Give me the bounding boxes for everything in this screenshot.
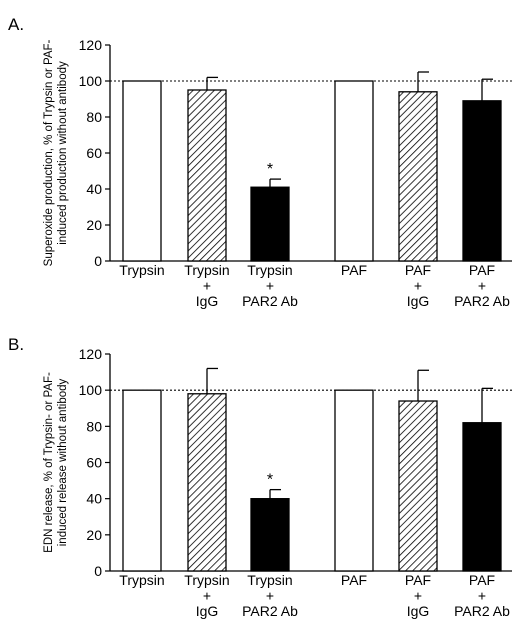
bar [462, 100, 502, 262]
panel-label: A. [8, 15, 24, 34]
y-tick-label: 20 [86, 217, 102, 233]
x-tick-label: PAF [341, 262, 367, 278]
bar [250, 186, 290, 262]
bar [398, 91, 438, 262]
y-axis-title: EDN release, % of Trypsin- or PAF- [43, 372, 55, 553]
x-tick-label: Trypsin [119, 572, 164, 588]
x-tick-label: PAR2 Ab [242, 293, 298, 309]
x-tick-label: + [266, 588, 274, 604]
x-tick-label: Trypsin [247, 262, 292, 278]
x-tick-label: + [414, 588, 422, 604]
bar [122, 389, 162, 572]
x-tick-label: + [203, 278, 211, 294]
x-tick-label: PAF [469, 262, 495, 278]
x-tick-label: PAR2 Ab [454, 293, 510, 309]
x-tick-label: Trypsin [247, 572, 292, 588]
x-tick-label: IgG [196, 293, 219, 309]
x-tick-label: PAF [469, 572, 495, 588]
x-tick-label: + [266, 278, 274, 294]
x-tick-label: IgG [196, 603, 219, 619]
y-tick-label: 40 [86, 491, 102, 507]
bar [462, 422, 502, 572]
x-tick-label: Trypsin [184, 262, 229, 278]
x-tick-label: PAF [405, 262, 431, 278]
y-tick-label: 100 [79, 382, 103, 398]
x-tick-label: Trypsin [119, 262, 164, 278]
x-tick-label: IgG [407, 603, 430, 619]
bar [250, 498, 290, 572]
y-axis-title: induced release without antibody [57, 379, 69, 547]
y-tick-label: 80 [86, 418, 102, 434]
bar [398, 400, 438, 572]
y-tick-label: 0 [94, 253, 102, 269]
bar [334, 389, 374, 572]
x-tick-label: + [478, 588, 486, 604]
y-axis-title: induced production without antibody [57, 61, 69, 245]
y-tick-label: 120 [79, 346, 103, 362]
y-tick-label: 80 [86, 109, 102, 125]
chart-panel-a: A. Superoxide production, % of Trypsin or… [8, 15, 512, 309]
y-tick-label: 60 [86, 145, 102, 161]
x-tick-label: Trypsin [184, 572, 229, 588]
significance-marker: * [267, 161, 273, 178]
x-tick-label: PAR2 Ab [454, 603, 510, 619]
x-tick-label: PAF [405, 572, 431, 588]
x-tick-label: + [203, 588, 211, 604]
significance-marker: * [267, 472, 273, 489]
y-tick-label: 120 [79, 37, 103, 53]
x-tick-label: PAF [341, 572, 367, 588]
x-tick-label: + [478, 278, 486, 294]
chart-panel-b: B. EDN release, % of Trypsin- or PAF-indu… [8, 335, 512, 619]
y-tick-label: 40 [86, 181, 102, 197]
y-tick-label: 0 [94, 563, 102, 579]
y-axis-title: Superoxide production, % of Trypsin or P… [43, 39, 55, 266]
bar [187, 393, 227, 572]
panel-label: B. [8, 335, 24, 354]
bar [334, 80, 374, 262]
bar [122, 80, 162, 262]
x-tick-label: + [414, 278, 422, 294]
y-tick-label: 100 [79, 73, 103, 89]
bar [187, 89, 227, 262]
x-tick-label: IgG [407, 293, 430, 309]
y-tick-label: 20 [86, 527, 102, 543]
x-tick-label: PAR2 Ab [242, 603, 298, 619]
y-tick-label: 60 [86, 455, 102, 471]
